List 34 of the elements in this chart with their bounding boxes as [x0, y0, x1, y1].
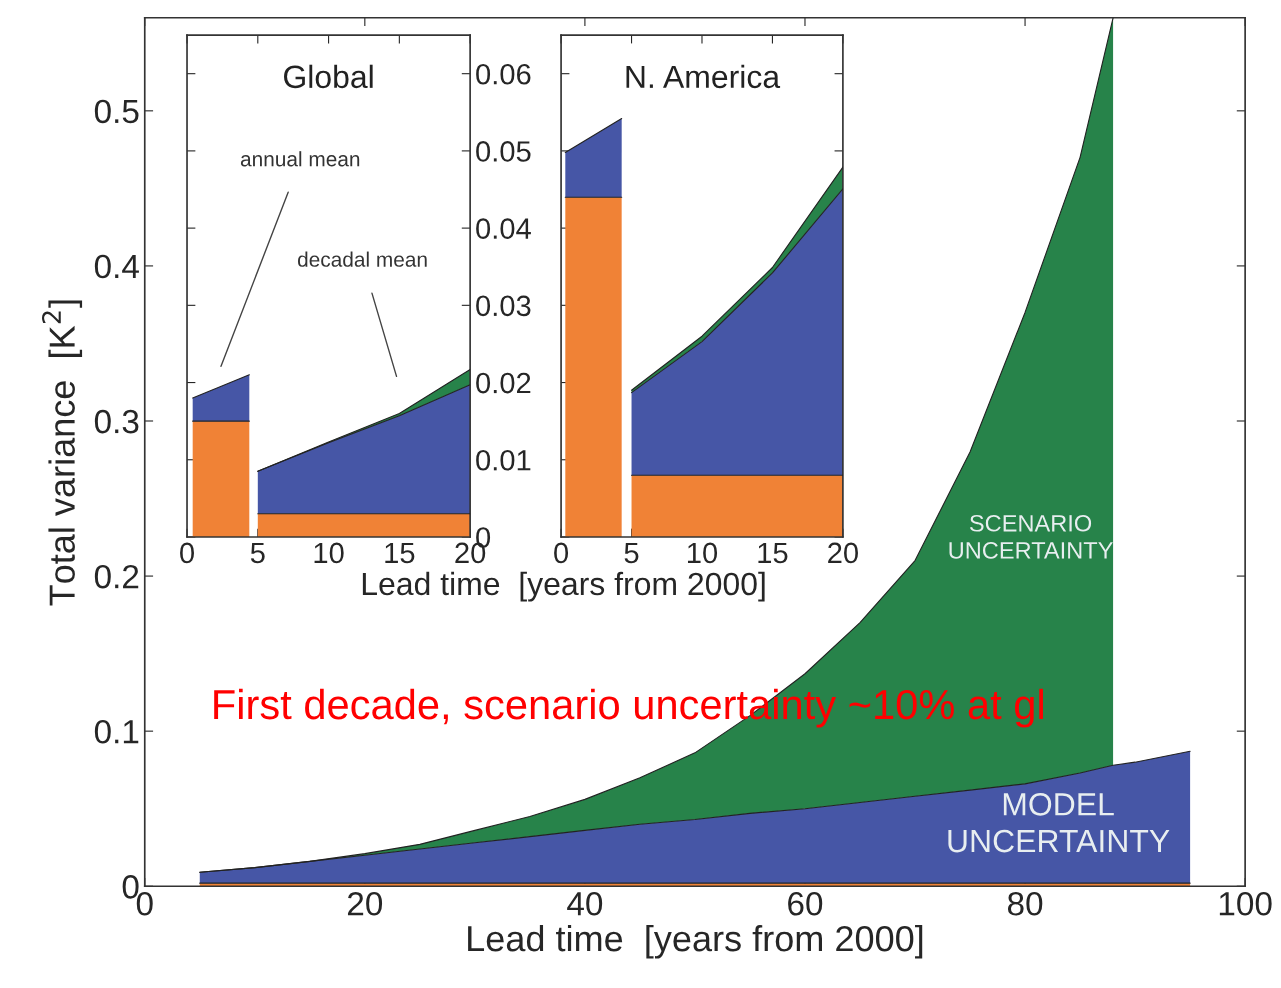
y-tick-label: 0.3 [94, 409, 139, 434]
x-tick-label: 100 [1219, 891, 1272, 916]
y-tick-label: 0.06 [476, 63, 531, 85]
y-axis-title: Total variance [K$^{2}$] [42, 300, 83, 606]
y-tick-label: 0.5 [94, 99, 139, 124]
x-tick-label: 5 [624, 542, 639, 564]
x-tick-label: 10 [687, 542, 718, 564]
x-tick-label: 0 [180, 542, 194, 564]
annotation: annual mean [240, 151, 360, 167]
y-tick-label: 0.01 [476, 449, 531, 471]
y-tick-label: 0.2 [94, 564, 139, 589]
annotation: decadal mean [297, 251, 427, 267]
x-axis-title: Lead time [years from 2000] [468, 924, 923, 959]
y-tick-label: 0.02 [476, 372, 531, 394]
text: Global [284, 64, 373, 89]
x-axis-title: Lead time [years from 2000] [362, 571, 765, 602]
series-label: MODEL UNCERTAINTY [948, 793, 1170, 853]
x-tick-label: 15 [758, 542, 788, 564]
x-tick-label: 80 [1007, 891, 1043, 916]
y-tick-label: 0.03 [476, 295, 531, 317]
y-tick-label: 0.05 [476, 141, 531, 162]
x-tick-label: 5 [250, 542, 265, 564]
x-tick-label: 20 [828, 542, 858, 564]
x-tick-label: 60 [788, 891, 823, 916]
x-tick-label: 40 [567, 891, 603, 916]
x-tick-label: 0 [554, 542, 569, 564]
y-tick-label: 0.4 [94, 254, 139, 279]
series-label: SCENARIO UNCERTAINTY [949, 514, 1113, 559]
x-tick-label: 15 [385, 542, 415, 564]
y-tick-label: 0.04 [476, 218, 531, 239]
y-tick-label: 0.1 [94, 719, 139, 744]
x-tick-label: 10 [314, 542, 344, 564]
x-tick-label: 20 [347, 891, 383, 916]
text: N. America [626, 64, 781, 89]
